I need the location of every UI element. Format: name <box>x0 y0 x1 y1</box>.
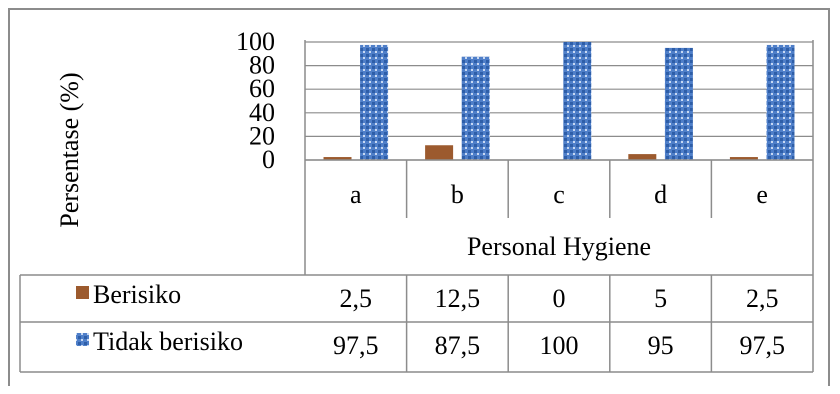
y-tick-label: 80 <box>249 51 275 80</box>
table-cell: 2,5 <box>746 284 779 313</box>
bar-tidak-berisiko <box>766 44 795 161</box>
table-cell: 97,5 <box>333 331 379 360</box>
table-cell: 0 <box>553 284 566 313</box>
legend-label: Berisiko <box>93 280 181 309</box>
y-tick-label: 60 <box>249 74 275 103</box>
y-tick-label: 40 <box>249 98 275 127</box>
bar-tidak-berisiko <box>664 47 693 160</box>
table-cell: 97,5 <box>739 331 785 360</box>
category-label: c <box>553 180 565 209</box>
bar-tidak-berisiko <box>360 44 389 161</box>
bars <box>323 42 795 161</box>
category-label: d <box>654 180 667 209</box>
y-tick-label: 0 <box>262 145 275 174</box>
bar-berisiko <box>425 145 454 160</box>
bar-berisiko <box>729 157 758 160</box>
y-axis-title: Persentase (%) <box>55 72 84 227</box>
table-cell: 100 <box>540 331 579 360</box>
legend-swatch <box>76 286 89 299</box>
legend-swatch <box>76 333 89 346</box>
table-cell: 5 <box>654 284 667 313</box>
bar-berisiko <box>628 154 657 160</box>
legend-label: Tidak berisiko <box>93 327 243 356</box>
chart-frame <box>8 8 830 386</box>
y-tick-label: 20 <box>249 121 275 150</box>
category-label: a <box>350 180 362 209</box>
table-cell: 12,5 <box>435 284 481 313</box>
table-cell: 2,5 <box>340 284 373 313</box>
bar-tidak-berisiko <box>563 42 592 160</box>
table-cell: 95 <box>648 331 674 360</box>
bar-berisiko <box>323 157 352 160</box>
table-cell: 87,5 <box>435 331 481 360</box>
bar-tidak-berisiko <box>461 56 490 160</box>
data-table: a b c d e Personal Hygiene Berisiko 2,5 12,5 0 5 2,… <box>19 40 814 373</box>
y-tick-label: 100 <box>236 27 275 56</box>
category-label: e <box>756 180 768 209</box>
x-axis-title: Personal Hygiene <box>467 232 651 261</box>
category-label: b <box>451 180 464 209</box>
